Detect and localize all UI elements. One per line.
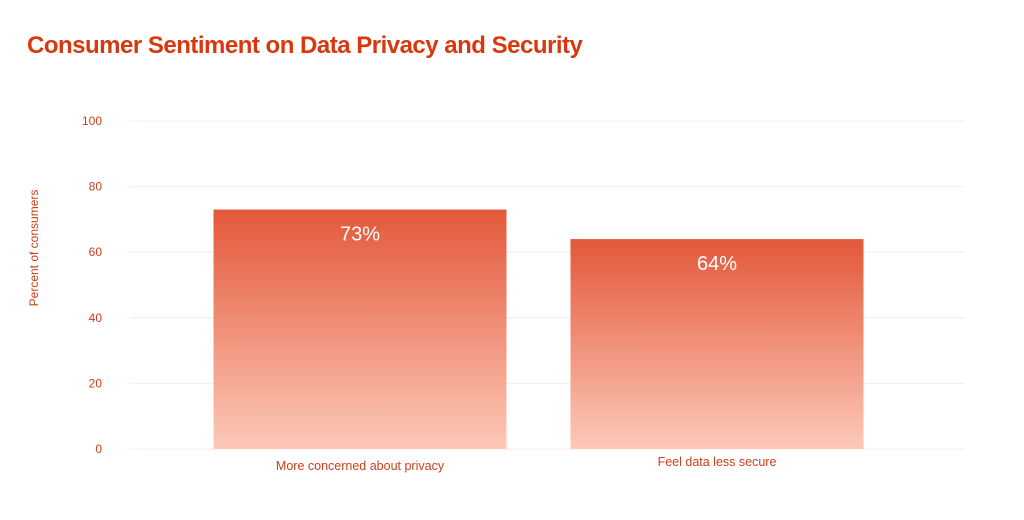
data-label: 73% (340, 224, 380, 246)
y-tick-label: 0 (95, 442, 102, 456)
y-tick-label: 40 (89, 311, 103, 325)
y-axis-label: Percent of consumers (27, 190, 41, 307)
x-tick-label: Feel data less secure (658, 455, 777, 469)
y-tick-label: 100 (82, 114, 102, 128)
x-tick-label: More concerned about privacy (276, 459, 445, 473)
y-tick-label: 60 (89, 245, 103, 259)
y-tick-label: 80 (89, 180, 103, 194)
bar (213, 209, 507, 449)
chart-title: Consumer Sentiment on Data Privacy and S… (27, 32, 583, 59)
y-tick-label: 20 (89, 376, 103, 390)
bar (570, 239, 864, 449)
data-label: 64% (697, 253, 737, 275)
